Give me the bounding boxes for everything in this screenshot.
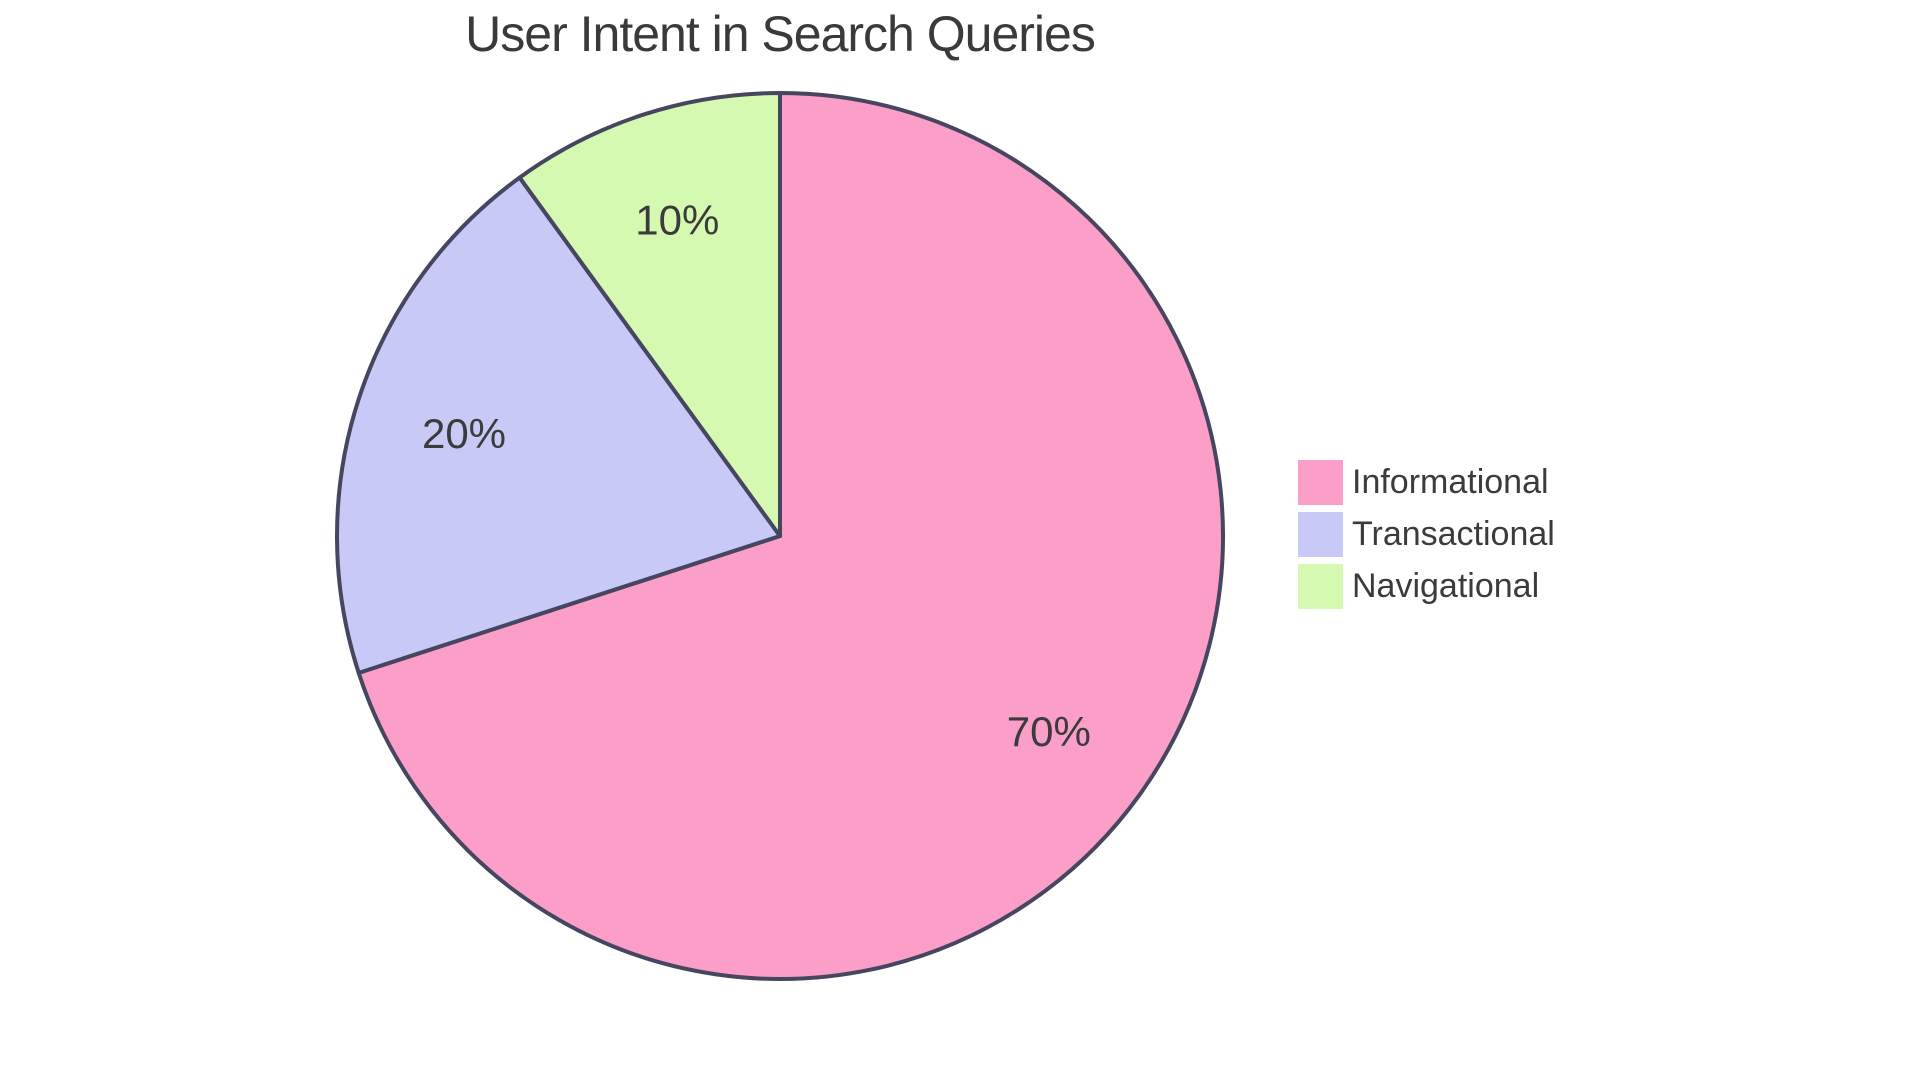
legend-item-navigational: Navigational	[1298, 564, 1555, 609]
legend-label: Navigational	[1352, 567, 1540, 605]
chart-title: User Intent in Search Queries	[465, 6, 1096, 62]
pie-slice-navigational	[517, 91, 782, 538]
slice-percentage-label: 10%	[635, 197, 719, 244]
slice-percentage-label: 20%	[422, 410, 506, 457]
legend-item-transactional: Transactional	[1298, 512, 1555, 557]
legend-label: Transactional	[1352, 515, 1555, 553]
legend-label: Informational	[1352, 463, 1549, 501]
legend-swatch	[1298, 512, 1343, 557]
pie-slice-informational	[356, 91, 1225, 981]
pie-slice-transactional	[335, 175, 782, 675]
slice-percentage-label: 70%	[1007, 708, 1091, 755]
legend-swatch	[1298, 460, 1343, 505]
legend-item-informational: Informational	[1298, 460, 1555, 505]
legend: Informational Transactional Navigational	[1298, 460, 1555, 616]
legend-swatch	[1298, 564, 1343, 609]
